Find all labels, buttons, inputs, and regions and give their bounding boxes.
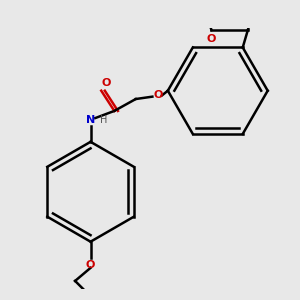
Text: N: N bbox=[204, 0, 213, 1]
Text: N: N bbox=[86, 115, 95, 125]
Text: O: O bbox=[207, 34, 216, 44]
Text: H: H bbox=[100, 115, 107, 125]
Text: O: O bbox=[154, 91, 163, 100]
Text: O: O bbox=[85, 260, 94, 269]
Text: N: N bbox=[246, 0, 256, 1]
Text: O: O bbox=[101, 78, 111, 88]
